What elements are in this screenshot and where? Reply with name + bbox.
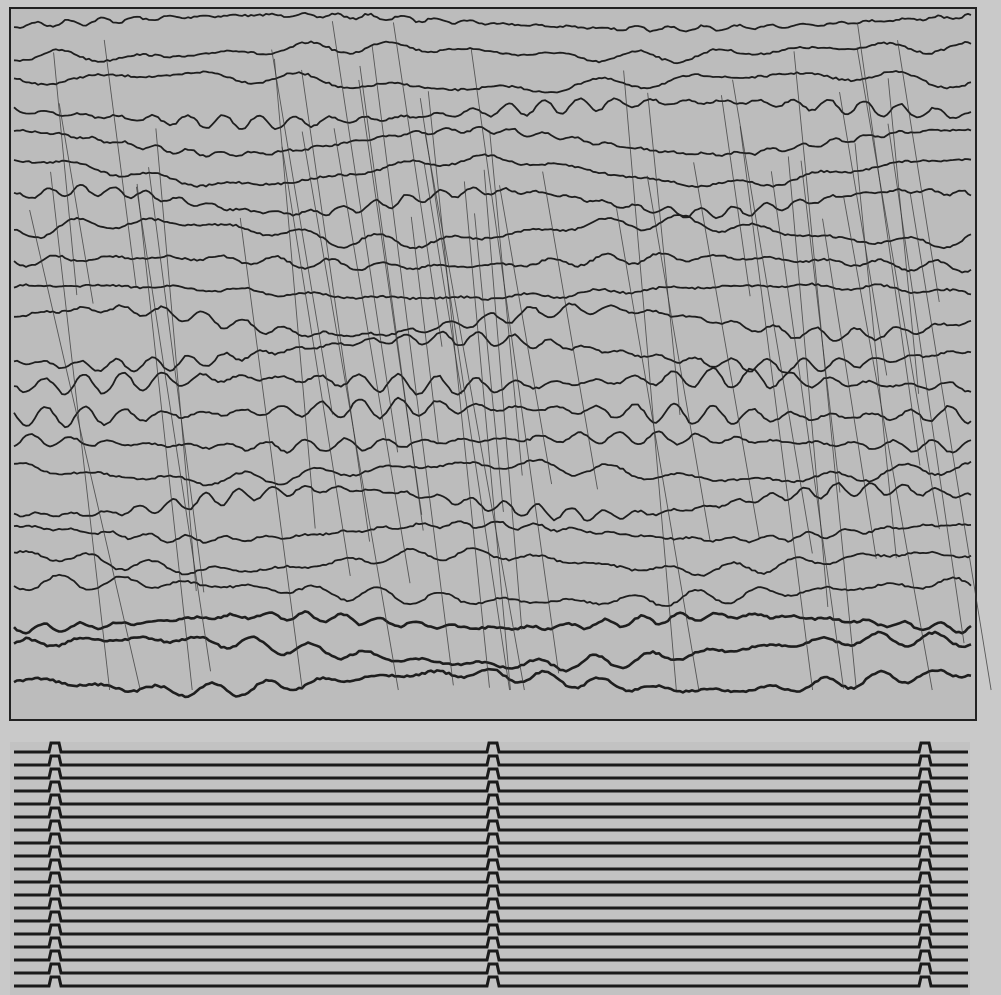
eeg-figure: [0, 0, 1001, 995]
page: (() => { const ns = 'http://www.w3.org/2…: [0, 0, 1001, 995]
